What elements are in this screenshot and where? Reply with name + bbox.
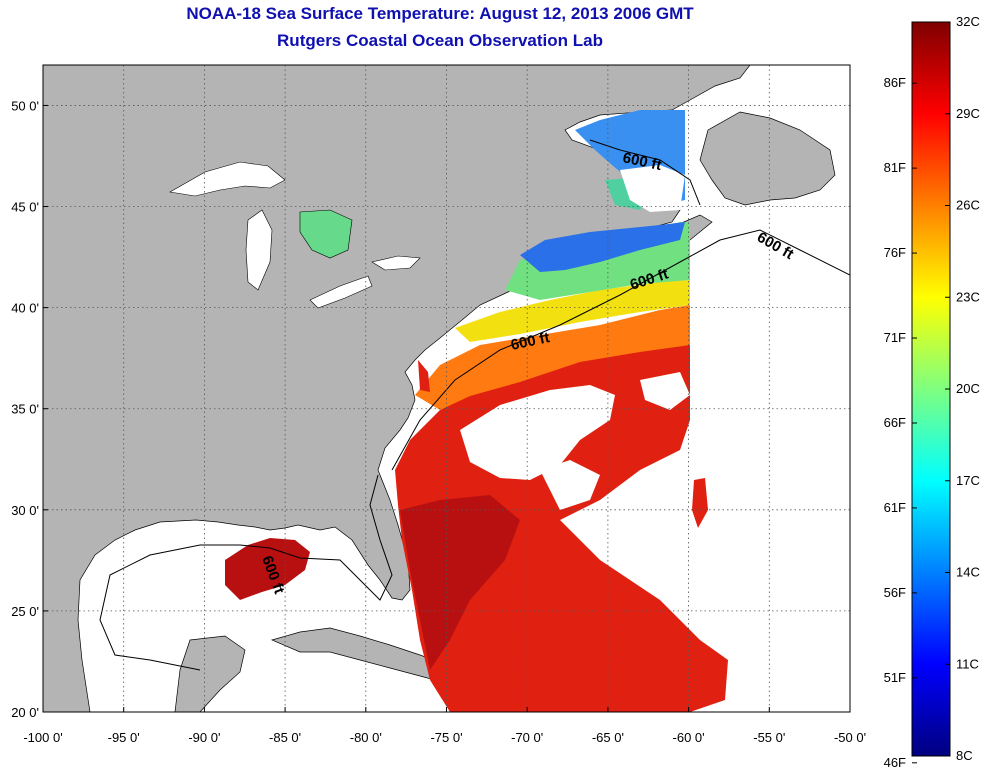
cloud-cover-east — [640, 372, 690, 410]
lon-tick-label: -75 0' — [430, 730, 462, 745]
sst-yellow-band — [455, 280, 690, 342]
lat-tick-label: 50 0' — [11, 98, 39, 113]
colorbar-label-celsius: 11C — [956, 656, 979, 671]
map-title: NOAA-18 Sea Surface Temperature: August … — [186, 4, 694, 23]
colorbar-label-fahrenheit: 61F — [884, 500, 906, 515]
lat-tick-label: 40 0' — [11, 301, 39, 316]
lon-tick-label: -65 0' — [592, 730, 624, 745]
colorbar-label-fahrenheit: 56F — [884, 585, 906, 600]
lon-tick-label: -55 0' — [753, 730, 785, 745]
colorbar-label-celsius: 20C — [956, 381, 980, 396]
isobath-600ft-gulf — [99, 474, 393, 671]
lon-tick-label: -70 0' — [511, 730, 543, 745]
lon-tick-label: -50 0' — [834, 730, 866, 745]
sst-open-ocean-patch — [692, 478, 708, 528]
sst-orange-band — [415, 305, 690, 410]
isobath-600ft-canada — [589, 139, 701, 206]
lon-tick-label: -95 0' — [108, 730, 140, 745]
sst-gulf-of-mexico — [225, 538, 310, 600]
lon-tick-label: -60 0' — [673, 730, 705, 745]
lon-tick-label: -85 0' — [269, 730, 301, 745]
lat-tick-label: 35 0' — [11, 402, 39, 417]
map-subtitle: Rutgers Coastal Ocean Observation Lab — [277, 31, 603, 50]
lon-tick-label: -90 0' — [188, 730, 220, 745]
colorbar-label-celsius: 29C — [956, 106, 980, 121]
sst-chesapeake — [418, 360, 430, 392]
colorbar-label-fahrenheit: 46F — [884, 755, 906, 770]
isobath-600ft — [391, 229, 850, 471]
colorbar-label-celsius: 32C — [956, 14, 980, 29]
lake-superior — [169, 161, 286, 197]
cloud-cover-central — [540, 460, 600, 510]
lat-tick-label: 20 0' — [11, 705, 39, 720]
sst-blue-gulf-of-maine — [520, 222, 685, 272]
colorbar-label-fahrenheit: 71F — [884, 330, 906, 345]
lat-tick-label: 30 0' — [11, 503, 39, 518]
map-axes: -100 0' -95 0' -90 0' -85 0' -80 0' -75 0' -70… — [11, 98, 866, 745]
colorbar-label-fahrenheit: 81F — [884, 160, 906, 175]
colorbar-label-celsius: 23C — [956, 289, 980, 304]
lon-tick-label: -100 0' — [23, 730, 62, 745]
colorbar — [911, 21, 951, 757]
colorbar-ticks: 32C 29C 26C 23C 20C 17C 14C 11C 8C 86F 81F 76F 71F 66… — [884, 14, 980, 770]
lat-tick-label: 45 0' — [11, 200, 39, 215]
colorbar-label-fahrenheit: 76F — [884, 245, 906, 260]
colorbar-label-fahrenheit: 66F — [884, 415, 906, 430]
colorbar-label-celsius: 17C — [956, 473, 980, 488]
land-yucatan — [174, 635, 246, 712]
sst-hot-swath — [400, 495, 520, 670]
lake-huron — [299, 209, 353, 259]
lake-ontario — [371, 255, 421, 271]
colorbar-label-celsius: 26C — [956, 198, 980, 213]
colorbar-label-celsius: 8C — [956, 748, 973, 763]
colorbar-label-fahrenheit: 51F — [884, 670, 906, 685]
lat-tick-label: 25 0' — [11, 604, 39, 619]
land-newfoundland — [699, 111, 836, 206]
cloud-cover-north — [620, 165, 685, 212]
colorbar-label-fahrenheit: 86F — [884, 75, 906, 90]
colorbar-label-celsius: 14C — [956, 565, 980, 580]
lon-tick-label: -80 0' — [350, 730, 382, 745]
lake-michigan — [245, 209, 273, 291]
